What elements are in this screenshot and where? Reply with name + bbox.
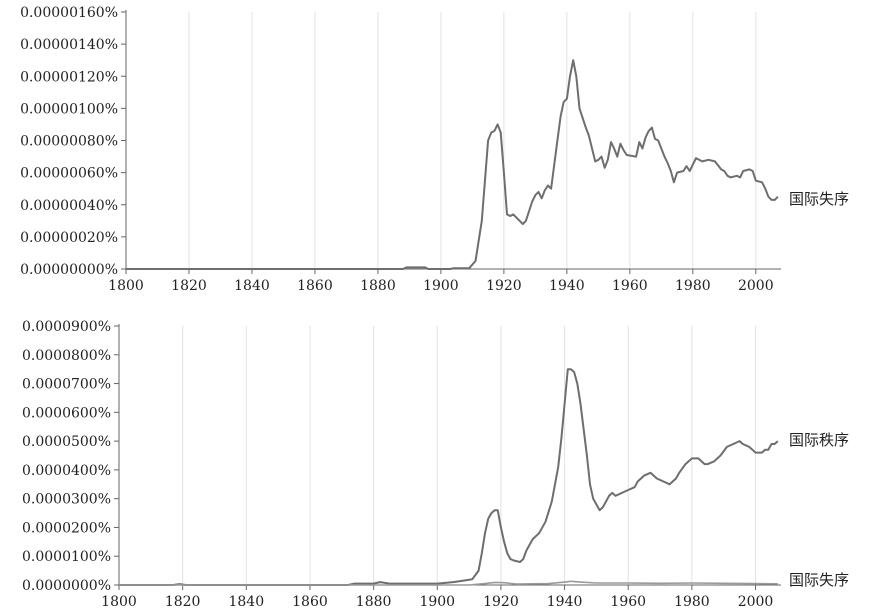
y-tick-label: 0.00000100%	[20, 101, 118, 117]
x-tick-label: 1980	[675, 278, 711, 294]
x-tick-label: 1860	[297, 278, 333, 294]
x-tick-label: 2000	[738, 594, 774, 610]
series-line	[119, 580, 778, 586]
y-tick-label: 0.0000500%	[22, 434, 111, 450]
y-tick-label: 0.0000800%	[22, 348, 111, 364]
x-tick-label: 1880	[356, 594, 392, 610]
x-tick-label: 1840	[228, 594, 264, 610]
series-line	[119, 368, 779, 586]
y-tick-label: 0.0000000%	[22, 578, 111, 594]
x-tick-label: 1920	[483, 594, 519, 610]
x-tick-label: 1940	[547, 594, 583, 610]
x-tick-label: 1880	[360, 278, 396, 294]
x-tick-label: 1940	[549, 278, 585, 294]
x-tick-label: 1800	[108, 278, 144, 294]
x-tick-label: 1980	[674, 594, 710, 610]
series-label: 国际失序	[789, 190, 849, 208]
y-tick-label: 0.00000080%	[20, 134, 118, 150]
y-tick-label: 0.00000120%	[20, 69, 118, 85]
x-tick-label: 2000	[738, 278, 774, 294]
y-tick-label: 0.00000160%	[20, 5, 118, 21]
y-tick-label: 0.0000300%	[22, 492, 111, 508]
x-tick-label: 1840	[234, 278, 270, 294]
series-label: 国际失序	[789, 571, 849, 589]
x-tick-label: 1900	[419, 594, 455, 610]
y-tick-label: 0.0000600%	[22, 405, 111, 421]
y-tick-label: 0.00000140%	[20, 37, 118, 53]
y-tick-label: 0.00000040%	[20, 198, 118, 214]
y-tick-label: 0.00000060%	[20, 166, 118, 182]
y-tick-label: 0.0000100%	[22, 549, 111, 565]
top-chart-panel: 0.00000000% 0.00000020% 0.00000040% 0.00000…	[20, 5, 849, 294]
y-tick-label: 0.0000700%	[22, 377, 111, 393]
x-tick-label: 1900	[423, 278, 459, 294]
series-line	[126, 59, 779, 270]
x-tick-label: 1800	[101, 594, 137, 610]
bottom-chart-panel: 0.0000000% 0.0000100% 0.0000200% 0.0000300%…	[22, 319, 849, 610]
x-tick-label: 1820	[165, 594, 201, 610]
y-tick-label: 0.0000400%	[22, 463, 111, 479]
y-tick-label: 0.0000200%	[22, 520, 111, 536]
x-tick-label: 1820	[171, 278, 207, 294]
series-label: 国际秩序	[789, 431, 849, 449]
x-tick-label: 1860	[292, 594, 328, 610]
x-tick-label: 1920	[486, 278, 522, 294]
y-tick-label: 0.0000900%	[22, 319, 111, 335]
x-tick-label: 1960	[610, 594, 646, 610]
x-tick-label: 1960	[612, 278, 648, 294]
y-tick-label: 0.00000000%	[20, 262, 118, 278]
y-tick-label: 0.00000020%	[20, 230, 118, 246]
